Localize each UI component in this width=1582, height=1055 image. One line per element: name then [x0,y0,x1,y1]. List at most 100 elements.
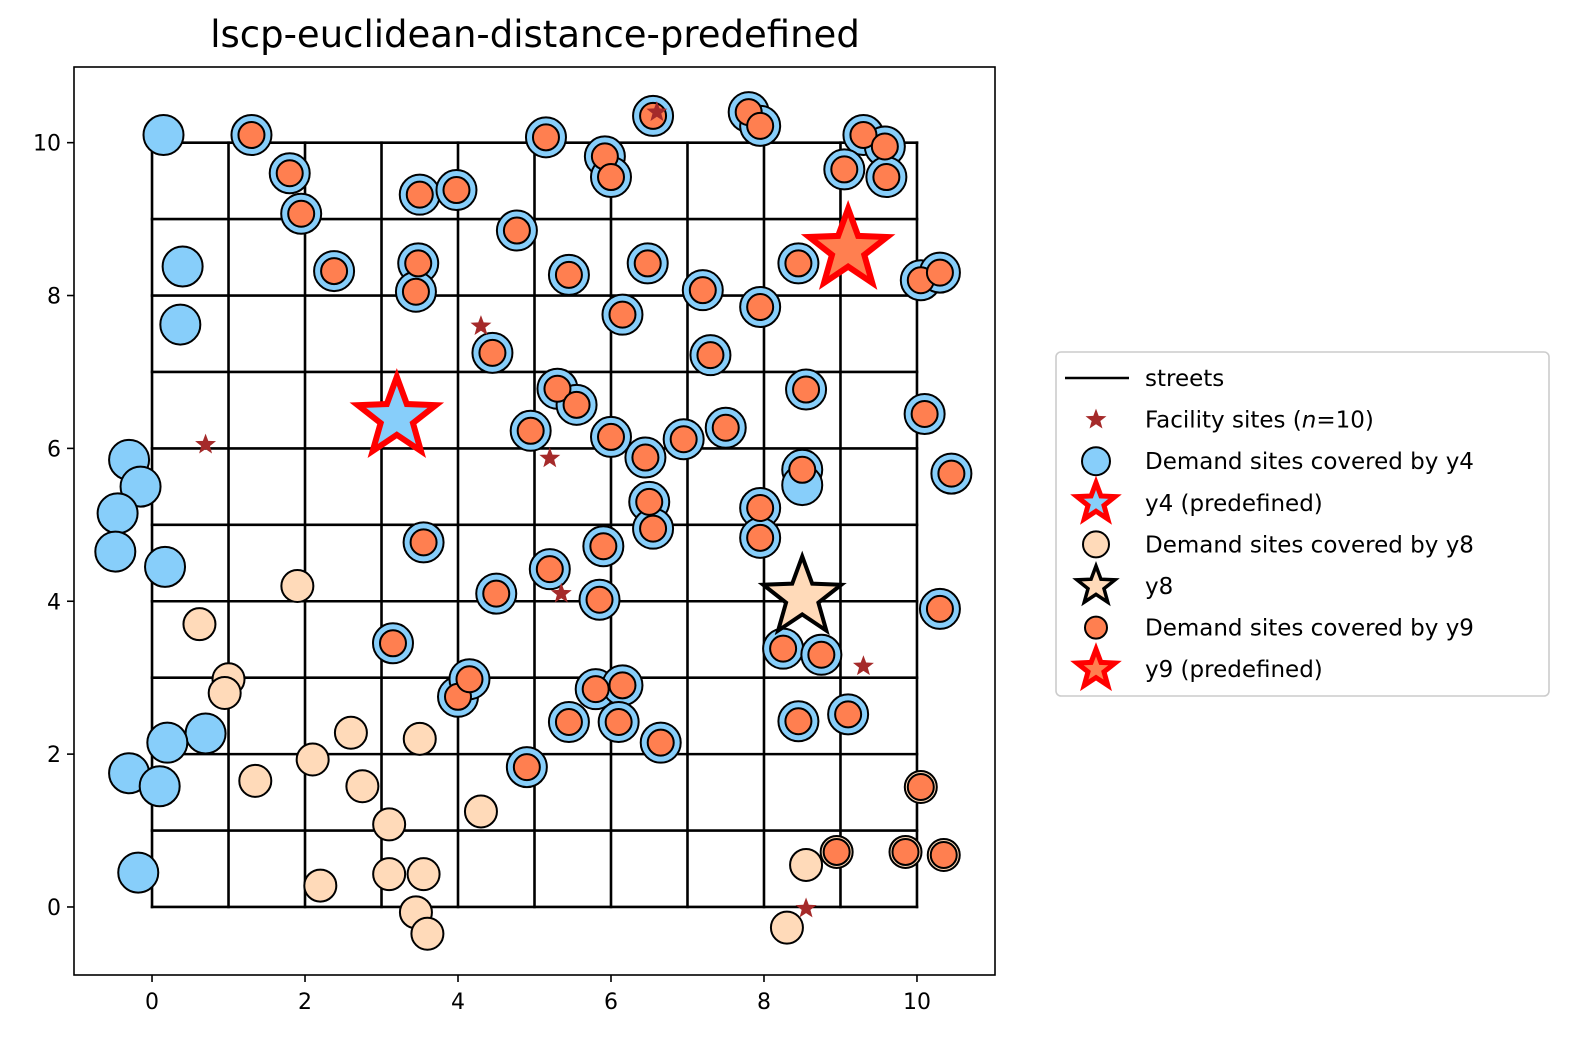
plot-area: 0 2 4 6 8 10 0 2 4 6 8 10 [33,66,996,1015]
demand-point-y9 [455,665,484,694]
demand-point-y9 [906,772,935,801]
facility-site-marker [539,447,561,468]
legend-handle-facility [1085,408,1107,429]
legend-handle-y8-demand [1082,530,1110,559]
demand-point-y8 [410,916,445,951]
demand-point-y9 [784,707,813,736]
demand-point-y9 [535,555,564,584]
demand-point-y4 [94,530,137,573]
legend-handle-y9-demand [1084,615,1108,640]
plot-content [94,91,973,951]
demand-point-y9 [502,216,531,245]
demand-point-y9 [482,579,511,608]
demand-point-y9 [378,629,407,658]
facility-site-marker [550,582,572,603]
demand-point-y4 [138,765,181,808]
demand-point-y9 [872,163,901,192]
demand-point-y9 [478,338,507,367]
x-tick-label: 4 [451,990,465,1015]
y-tick-label: 10 [33,132,61,157]
demand-point-y9 [746,111,775,140]
x-tick-label: 0 [145,990,159,1015]
demand-point-y4 [159,303,202,346]
legend-handle-y8-star [1072,561,1120,607]
demand-point-y9 [639,514,668,543]
legend-label: Demand sites covered by y9 [1145,616,1474,642]
demand-point-y9 [822,837,851,866]
demand-point-y9 [405,180,434,209]
demand-point-y9 [562,390,591,419]
x-tick-label: 10 [903,990,931,1015]
facility-site-marker [195,433,217,454]
demand-point-y4 [117,851,160,894]
demand-point-y9 [870,132,899,161]
demand-point-y9 [442,176,471,205]
legend-handle-y4-star [1070,475,1122,525]
demand-point-y8 [372,857,407,892]
legend: streets Facility sites (n=10) Demand sites… [1055,351,1550,697]
facility-star-y9 [800,199,896,290]
demand-point-y9 [746,292,775,321]
legend-label: Demand sites covered by y8 [1145,532,1474,558]
demand-point-y9 [807,640,836,669]
facility-site-marker [852,655,874,676]
legend-label: Facility sites (n=10) [1145,408,1374,434]
facility-site-marker [646,101,668,121]
chart-title: lscp-euclidean-distance-predefined [210,13,860,56]
demand-point-y9 [937,459,966,488]
demand-point-y9 [635,487,664,516]
demand-point-y9 [633,249,662,278]
demand-point-y9 [746,523,775,552]
demand-point-y9 [531,123,560,152]
demand-point-y9 [275,159,304,188]
demand-point-y9 [554,260,583,289]
y-tick-label: 0 [47,896,61,921]
demand-point-y9 [596,163,625,192]
demand-point-y9 [830,155,859,184]
demand-point-y9 [792,375,821,404]
demand-point-y8 [238,763,273,798]
demand-point-y8 [295,742,330,777]
demand-point-y9 [516,416,545,445]
demand-point-y9 [554,708,583,737]
legend-handle-y9-star [1070,642,1122,692]
demand-point-y9 [404,249,433,278]
demand-point-y9 [320,257,349,286]
demand-point-y9 [925,258,954,287]
y-tick-label: 6 [47,437,61,462]
demand-point-y4 [142,114,185,157]
facility-site-marker [470,315,492,335]
demand-point-y9 [589,532,618,561]
demand-point-y9 [543,374,572,403]
demand-point-y8 [463,794,498,829]
demand-point-y9 [711,413,740,442]
demand-point-y4 [144,545,187,588]
facility-star-y4 [349,368,445,459]
x-tick-label: 6 [604,990,618,1015]
demand-point-y8 [406,857,441,892]
demand-point-y4 [119,465,162,508]
demand-point-y9 [910,399,939,428]
demand-point-y4 [146,721,189,764]
demand-point-y9 [237,121,266,150]
demand-point-y9 [646,728,675,757]
demand-point-y9 [581,675,610,704]
demand-point-y8 [280,568,315,603]
demand-point-y9 [769,634,798,663]
demand-point-y9 [688,276,717,305]
demand-point-y8 [402,721,437,756]
demand-point-y8 [769,910,804,945]
legend-label: y9 (predefined) [1145,657,1323,683]
demand-point-y9 [585,585,614,614]
demand-point-y9 [696,341,725,370]
demand-point-y9 [891,837,920,866]
facility-star-y8 [757,550,847,636]
demand-point-y9 [849,121,878,150]
legend-box [1055,351,1550,697]
demand-point-y9 [746,494,775,523]
demand-point-y9 [287,199,316,228]
demand-point-y9 [631,443,660,472]
legend-label: y4 (predefined) [1145,491,1323,517]
